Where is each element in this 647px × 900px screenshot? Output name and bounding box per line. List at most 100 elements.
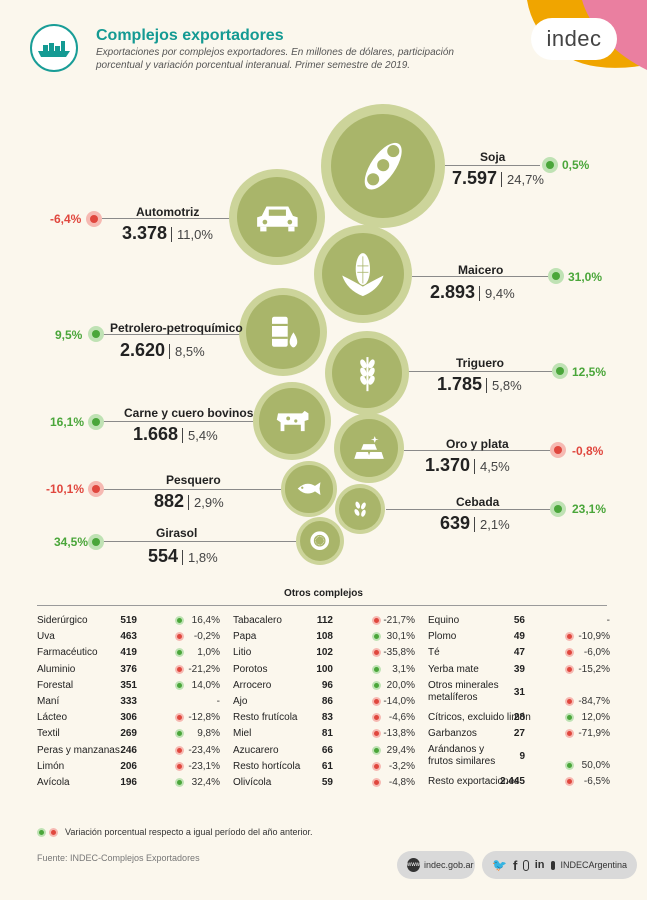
row-value: 66 (321, 744, 333, 756)
row-value: 306 (120, 712, 137, 724)
row-name: Resto hortícola (233, 760, 301, 772)
legend-positive-dot (37, 827, 46, 837)
variation-label: 0,5% (562, 158, 590, 172)
row-name: Garbanzos (428, 727, 477, 739)
table-row: Garbanzos 27 -71,9% (428, 727, 618, 743)
bubble-value: 1.785 5,8% (437, 374, 522, 395)
table-row: Limón 206 -23,1% (37, 760, 227, 776)
website-pill[interactable]: www indec.gob.ar (397, 851, 475, 879)
row-variation-dot (372, 680, 381, 690)
row-value: 83 (321, 712, 333, 724)
otros-column: Equino 56 - Plomo 49 -10,9% Té 47 -6,0% Yerba mat… (428, 614, 618, 791)
row-variation-dot (372, 664, 381, 674)
row-variation: 32,4% (191, 776, 220, 788)
bubble-value: 2.893 9,4% (430, 282, 515, 303)
table-row: Resto exportaciones 2.445 -6,5% (428, 775, 618, 791)
variation-label: 9,5% (55, 328, 83, 342)
bubble-label: Girasol (156, 526, 198, 540)
row-variation: -4,6% (388, 712, 415, 724)
youtube-icon[interactable] (550, 860, 556, 870)
bubble-soja (321, 104, 445, 228)
row-name: Uva (37, 631, 55, 643)
row-variation: -4,8% (388, 776, 415, 788)
connector-line (408, 371, 552, 372)
legend-negative-dot (49, 827, 58, 837)
row-name: Resto frutícola (233, 712, 298, 724)
row-name: Maní (37, 695, 60, 707)
value-number: 3.378 (122, 223, 168, 243)
table-row: Azucarero 66 29,4% (233, 744, 423, 760)
bubble-carne-y-cuero-bovinos (253, 382, 331, 460)
row-value: 31 (513, 686, 525, 698)
row-name: Avícola (37, 776, 70, 788)
row-value: 28 (513, 711, 525, 723)
row-value: 61 (321, 760, 333, 772)
bubble-value: 639 2,1% (440, 513, 510, 534)
row-variation-dot (565, 648, 574, 658)
value-number: 1.668 (133, 424, 179, 444)
row-variation-dot (565, 777, 574, 787)
row-variation-dot (565, 664, 574, 674)
twitter-icon[interactable]: 🐦 (492, 858, 507, 872)
table-row: Ajo 86 -14,0% (233, 695, 423, 711)
bubble-value: 7.597 24,7% (452, 168, 544, 189)
row-variation-dot (175, 632, 184, 642)
row-value: 9 (519, 751, 525, 763)
indec-logo[interactable]: indec (531, 18, 617, 60)
row-value: 246 (120, 744, 137, 756)
table-row: Equino 56 - (428, 614, 618, 630)
row-value: 27 (513, 727, 525, 739)
row-variation-dot (565, 696, 574, 706)
row-value: 419 (120, 647, 137, 659)
row-name: Textil (37, 728, 60, 740)
value-number: 639 (440, 513, 471, 533)
bubble-automotriz (229, 169, 325, 265)
variation-dot (548, 268, 564, 284)
row-value: 86 (321, 695, 333, 707)
social-pill[interactable]: 🐦 f in INDECArgentina (482, 851, 637, 879)
row-variation: -6,0% (583, 647, 610, 659)
row-variation: -35,8% (383, 647, 415, 659)
variation-dot (88, 534, 104, 550)
instagram-icon[interactable] (523, 859, 529, 871)
row-variation-dot (372, 745, 381, 755)
row-variation: 29,4% (386, 744, 415, 756)
variation-label: 34,5% (54, 535, 89, 549)
table-row: Miel 81 -13,8% (233, 727, 423, 743)
row-variation-dot (372, 696, 381, 706)
row-variation: -14,0% (383, 695, 415, 707)
variation-label: -10,1% (46, 482, 85, 496)
row-variation: -10,9% (578, 631, 610, 643)
row-variation: 3,1% (392, 663, 415, 675)
connector-line (103, 421, 254, 422)
web-icon: www (407, 858, 420, 872)
variation-label: 23,1% (572, 502, 607, 516)
bubble-cebada (335, 484, 385, 534)
linkedin-icon[interactable]: in (534, 859, 545, 871)
website-link[interactable]: indec.gob.ar (424, 860, 474, 870)
row-name: Aluminio (37, 663, 76, 675)
row-variation: -15,2% (578, 663, 610, 675)
table-row: Plomo 49 -10,9% (428, 630, 618, 646)
row-variation: -13,8% (383, 728, 415, 740)
row-variation-dot (565, 712, 574, 722)
connector-line (103, 489, 281, 490)
row-name: Té (428, 647, 440, 659)
source-note: Fuente: INDEC-Complejos Exportadores (37, 853, 200, 863)
table-row: Yerba mate 39 -15,2% (428, 663, 618, 679)
variation-dot (550, 442, 566, 458)
corn-icon (339, 250, 387, 298)
social-handle[interactable]: INDECArgentina (560, 860, 627, 870)
otros-title: Otros complejos (284, 588, 363, 599)
variation-dot (88, 414, 104, 430)
table-row: Olivícola 59 -4,8% (233, 776, 423, 792)
row-name: Cítricos, excluido limón (428, 711, 531, 723)
otros-column: Tabacalero 112 -21,7% Papa 108 30,1% Litio 102 -… (233, 614, 423, 792)
value-number: 2.893 (430, 282, 476, 302)
row-name: Plomo (428, 631, 457, 643)
value-number: 7.597 (452, 168, 498, 188)
facebook-icon[interactable]: f (512, 857, 518, 873)
car-icon (254, 194, 301, 241)
table-row: Litio 102 -35,8% (233, 646, 423, 662)
value-number: 2.620 (120, 340, 166, 360)
